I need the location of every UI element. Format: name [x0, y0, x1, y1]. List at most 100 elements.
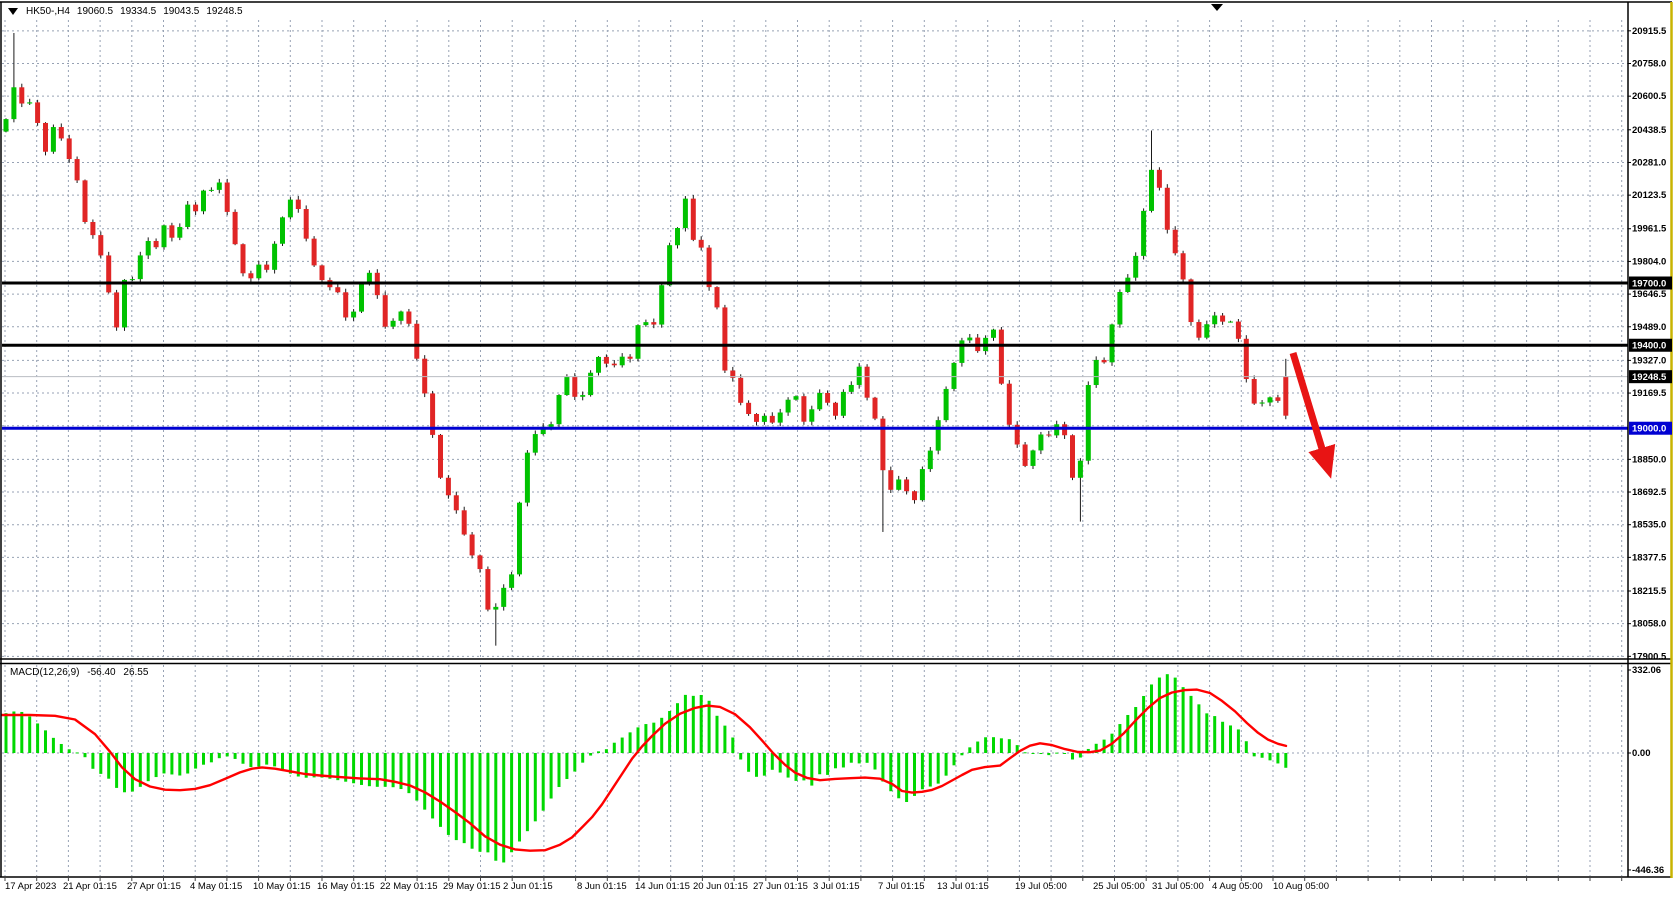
- candle: [998, 327, 1004, 385]
- candle: [303, 205, 309, 242]
- price-tick-label: 18535.0: [1632, 520, 1666, 531]
- candle-body: [817, 392, 823, 410]
- candle-body: [659, 285, 665, 325]
- macd-histogram-bar: [581, 753, 585, 763]
- candle-body: [1251, 378, 1257, 404]
- candle: [864, 364, 870, 401]
- candle: [524, 450, 530, 507]
- candle: [1038, 431, 1044, 455]
- time-axis[interactable]: 17 Apr 2023 21 Apr 01:15 27 Apr 01:15 4 May…: [4, 877, 1623, 892]
- candle-body: [769, 415, 775, 423]
- price-tick-label: 19961.5: [1632, 224, 1667, 235]
- candle-body: [1243, 338, 1249, 379]
- candle-body: [951, 362, 957, 389]
- macd-histogram-bar: [1142, 695, 1146, 753]
- candle: [3, 118, 9, 133]
- macd-histogram-bar: [360, 753, 363, 785]
- candle: [1235, 318, 1241, 343]
- candle-body: [27, 102, 33, 104]
- macd-histogram-bar: [668, 711, 672, 753]
- chart-shift-marker-icon[interactable]: [1211, 4, 1223, 11]
- candle-body: [445, 477, 451, 496]
- down-arrow-annotation[interactable]: [1289, 351, 1336, 479]
- candle-body: [1133, 255, 1139, 278]
- candle-body: [959, 340, 965, 363]
- candle: [1188, 278, 1194, 326]
- candle: [264, 261, 270, 273]
- candle-body: [1283, 376, 1289, 416]
- candle-body: [754, 413, 759, 422]
- candle-body: [698, 239, 704, 248]
- candle-body: [390, 320, 396, 327]
- candle: [927, 447, 933, 472]
- candle-body: [240, 244, 246, 274]
- candle: [74, 156, 80, 184]
- candle: [603, 354, 609, 368]
- macd-name: MACD(12,26,9): [10, 667, 80, 678]
- macd-histogram-bar: [178, 753, 182, 776]
- macd-histogram-bar: [857, 753, 861, 764]
- candle: [414, 320, 420, 361]
- time-tick-label: 16 May 01:15: [317, 881, 375, 892]
- price-tick-label: 20915.5: [1632, 26, 1667, 37]
- candle-body: [1046, 434, 1052, 436]
- macd-histogram-bar: [802, 753, 806, 781]
- macd-histogram-bar: [257, 753, 261, 767]
- macd-histogram-bar: [1260, 753, 1264, 758]
- candle: [556, 394, 562, 428]
- candle: [1062, 421, 1068, 439]
- macd-histogram-bar: [976, 741, 980, 753]
- candle-body: [461, 510, 467, 535]
- price-level-label: 19400.0: [1632, 341, 1666, 352]
- macd-histogram-bar: [383, 753, 387, 787]
- candle: [232, 209, 238, 246]
- candle-body: [588, 372, 594, 396]
- candle-body: [366, 272, 372, 283]
- macd-histogram-bar: [1173, 677, 1177, 753]
- macd-histogram-bar: [565, 753, 569, 780]
- price-tick-label: 19169.5: [1632, 388, 1667, 399]
- macd-histogram-bar: [778, 753, 782, 773]
- candle: [904, 476, 910, 495]
- candle: [193, 202, 199, 215]
- macd-histogram-bar: [367, 753, 371, 787]
- candles-layer[interactable]: [3, 33, 1289, 646]
- candle: [659, 281, 665, 328]
- candle-body: [840, 391, 846, 416]
- candle-body: [66, 138, 72, 160]
- candle-body: [738, 377, 744, 403]
- candle: [311, 236, 317, 267]
- candle-body: [398, 311, 404, 321]
- price-tick-label: 17900.5: [1632, 651, 1667, 662]
- time-tick-label: 4 Aug 05:00: [1212, 881, 1263, 892]
- candle-body: [1085, 385, 1091, 461]
- macd-histogram-bar: [1134, 707, 1138, 753]
- candle: [398, 310, 404, 325]
- candle-body: [635, 325, 641, 359]
- macd-histogram-bar: [1126, 714, 1130, 753]
- candle-body: [137, 255, 143, 280]
- candle-body: [532, 434, 538, 453]
- ohlc-info-bar: HK50-,H4 19060.5 19334.5 19043.5 19248.5: [8, 4, 250, 18]
- macd-histogram-bar: [573, 753, 577, 772]
- candle-body: [106, 255, 112, 293]
- candle-body: [477, 555, 483, 570]
- candle: [161, 224, 167, 250]
- candle-body: [746, 402, 752, 414]
- macd-histogram-bar: [533, 753, 537, 822]
- symbol-dropdown-icon[interactable]: [8, 7, 18, 15]
- price-axis[interactable]: 20915.5 20758.0 20600.5 20438.5 20281.0 20123…: [1628, 26, 1672, 876]
- time-tick-label: 31 Jul 05:00: [1152, 881, 1204, 892]
- candle: [730, 366, 736, 382]
- macd-histogram-bar: [518, 753, 521, 842]
- time-tick-label: 20 Jun 01:15: [693, 881, 748, 892]
- candle-body: [825, 392, 831, 403]
- candle: [272, 241, 278, 274]
- candle: [596, 356, 601, 376]
- macd-histogram-bar: [557, 753, 561, 787]
- macd-histogram-bar: [20, 711, 24, 753]
- macd-histogram-bar: [209, 753, 213, 763]
- candle-body: [801, 396, 807, 422]
- macd-histogram-bar: [265, 753, 269, 765]
